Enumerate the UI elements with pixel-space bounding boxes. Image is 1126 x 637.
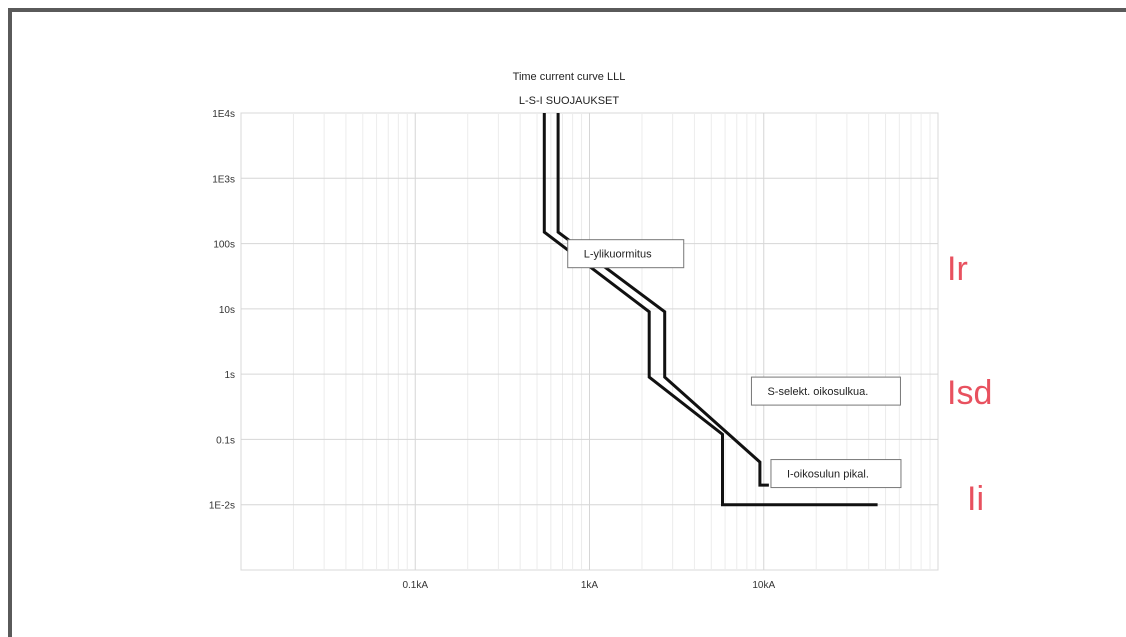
y-tick-label: 1E-2s bbox=[209, 501, 235, 512]
annotation-label: L-ylikuormitus bbox=[584, 249, 652, 261]
series-line-1 bbox=[542, 113, 878, 507]
tick-labels: 1E4s 1E3s 100s 10s 1s 0.1s 1E-2s 0.1kA 1kA 10kA bbox=[209, 109, 776, 591]
grid bbox=[241, 113, 938, 570]
y-tick-label: 1E3s bbox=[212, 174, 235, 185]
x-tick-label: 10kA bbox=[752, 580, 775, 591]
y-tick-label: 100s bbox=[213, 240, 235, 251]
time-current-chart: L-ylikuormitus S-selekt. oikosulkua. I-oik… bbox=[209, 71, 939, 591]
annotation-label: S-selekt. oikosulkua. bbox=[767, 386, 868, 398]
annotation-2: S-selekt. oikosulkua. bbox=[750, 376, 901, 406]
chart-frame: L-ylikuormitus S-selekt. oikosulkua. I-oik… bbox=[8, 8, 1126, 637]
annotation-box bbox=[750, 376, 901, 406]
side-label-ii: Ii bbox=[967, 480, 984, 518]
annotation-label: I-oikosulun pikal. bbox=[787, 469, 869, 481]
side-label-ir: Ir bbox=[947, 250, 968, 288]
side-label-isd: Isd bbox=[947, 374, 993, 412]
y-tick-label: 0.1s bbox=[216, 435, 235, 446]
y-tick-label: 1E4s bbox=[212, 109, 235, 120]
chart-subtitle: L-S-I SUOJAUKSET bbox=[519, 95, 620, 107]
x-tick-label: 1kA bbox=[581, 580, 599, 591]
x-tick-label: 0.1kA bbox=[402, 580, 428, 591]
annotation-box bbox=[567, 239, 685, 269]
series-line-2 bbox=[556, 113, 769, 487]
y-tick-label: 10s bbox=[219, 305, 235, 316]
chart-title: Time current curve LLL bbox=[513, 71, 626, 83]
y-tick-label: 1s bbox=[224, 370, 235, 381]
annotation-box bbox=[770, 459, 902, 489]
annotation-3: I-oikosulun pikal. bbox=[770, 459, 902, 489]
series-layer bbox=[542, 113, 878, 507]
annotation-layer: L-ylikuormitus S-selekt. oikosulkua. I-oik… bbox=[567, 239, 902, 489]
annotation-1: L-ylikuormitus bbox=[567, 239, 685, 269]
